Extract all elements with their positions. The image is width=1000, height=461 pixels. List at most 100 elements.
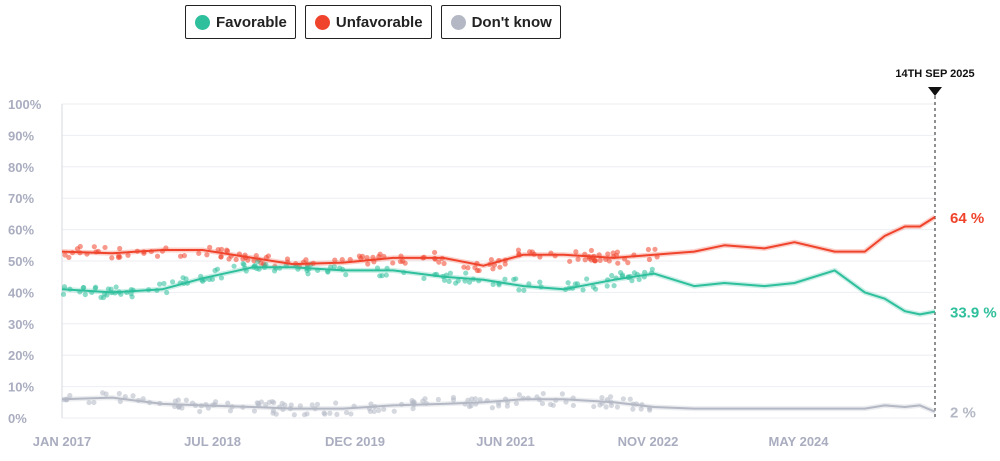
poll-point <box>169 279 176 285</box>
poll-point <box>603 404 609 410</box>
poll-point <box>328 264 334 270</box>
poll-point <box>584 276 590 282</box>
poll-point <box>67 392 73 399</box>
y-tick-label: 20% <box>8 348 34 363</box>
poll-point <box>504 403 510 409</box>
poll-point <box>647 407 653 413</box>
poll-point <box>125 252 131 258</box>
poll-point <box>614 404 620 410</box>
y-tick-label: 40% <box>8 285 34 300</box>
x-tick-label: NOV 2022 <box>618 434 679 449</box>
poll-point <box>197 408 203 415</box>
poll-point <box>580 287 586 293</box>
poll-point <box>92 285 98 291</box>
poll-point <box>432 249 438 256</box>
x-tick-label: DEC 2019 <box>325 434 385 449</box>
poll-point <box>204 252 210 258</box>
poll-point <box>154 253 161 259</box>
poll-point <box>251 408 258 414</box>
poll-point <box>271 268 278 274</box>
y-tick-label: 90% <box>8 128 34 143</box>
poll-point <box>652 246 658 252</box>
poll-point <box>102 244 108 251</box>
poll-point <box>599 395 605 401</box>
poll-point <box>466 279 473 285</box>
series-end-label: 33.9 % <box>950 305 997 322</box>
poll-point <box>82 291 88 298</box>
poll-point <box>265 253 272 259</box>
poll-point <box>371 408 377 415</box>
poll-point <box>547 401 554 408</box>
series-end-label: 64 % <box>950 210 984 227</box>
poll-point <box>559 391 565 397</box>
poll-point <box>224 248 231 254</box>
poll-point <box>60 291 67 297</box>
poll-point <box>513 400 519 406</box>
poll-point <box>254 400 260 406</box>
poll-point <box>620 396 626 402</box>
poll-point <box>231 263 237 269</box>
poll-point <box>646 256 653 263</box>
poll-point <box>383 272 389 278</box>
poll-point <box>81 284 87 291</box>
poll-point <box>488 256 494 263</box>
poll-point <box>461 264 467 270</box>
poll-point <box>343 272 349 278</box>
poll-point <box>100 294 107 301</box>
poll-point <box>241 262 247 268</box>
poll-point <box>368 401 374 407</box>
poll-point <box>365 261 371 267</box>
poll-point <box>215 247 221 253</box>
poll-point <box>630 406 636 412</box>
poll-point <box>511 276 517 283</box>
poll-point <box>91 244 97 250</box>
poll-point <box>122 393 128 400</box>
poll-point <box>258 399 264 405</box>
series-line <box>61 396 936 413</box>
poll-point <box>597 257 603 264</box>
poll-point <box>391 408 397 414</box>
poll-point <box>113 284 119 290</box>
poll-point <box>625 259 631 266</box>
unfavorable-dot-icon <box>314 14 330 30</box>
poll-point <box>409 397 415 404</box>
poll-point <box>270 410 276 416</box>
poll-point <box>304 411 310 417</box>
poll-point <box>314 401 321 407</box>
poll-point <box>441 277 448 283</box>
poll-point <box>305 271 311 277</box>
poll-point <box>206 276 212 283</box>
poll-point <box>177 253 184 259</box>
poll-point <box>284 256 291 262</box>
legend-favorable-toggle[interactable]: Favorable <box>185 5 296 39</box>
poll-point <box>269 398 275 405</box>
poll-point <box>563 399 569 405</box>
poll-point <box>466 403 472 410</box>
poll-point <box>374 265 381 271</box>
poll-point <box>627 396 633 402</box>
legend-unfavorable-toggle[interactable]: Unfavorable <box>304 5 432 39</box>
poll-point <box>370 254 376 260</box>
poll-point <box>529 249 535 255</box>
poll-point <box>181 253 187 259</box>
poll-point <box>333 400 339 406</box>
poll-point <box>327 410 333 416</box>
poll-point <box>61 284 68 290</box>
poll-point <box>303 257 309 263</box>
poll-point <box>455 278 461 284</box>
poll-point <box>116 253 122 259</box>
poll-point <box>390 260 396 266</box>
legend-dont-know-toggle[interactable]: Don't know <box>440 5 561 39</box>
poll-point <box>575 256 581 262</box>
poll-point <box>339 256 345 263</box>
poll-point <box>334 411 340 417</box>
poll-point <box>109 255 115 261</box>
poll-point <box>462 278 468 284</box>
poll-point <box>570 402 576 409</box>
poll-point <box>218 275 225 281</box>
poll-point <box>515 247 522 253</box>
poll-point <box>489 405 495 411</box>
poll-point <box>62 252 68 258</box>
poll-point <box>205 405 212 411</box>
poll-point <box>86 399 92 406</box>
